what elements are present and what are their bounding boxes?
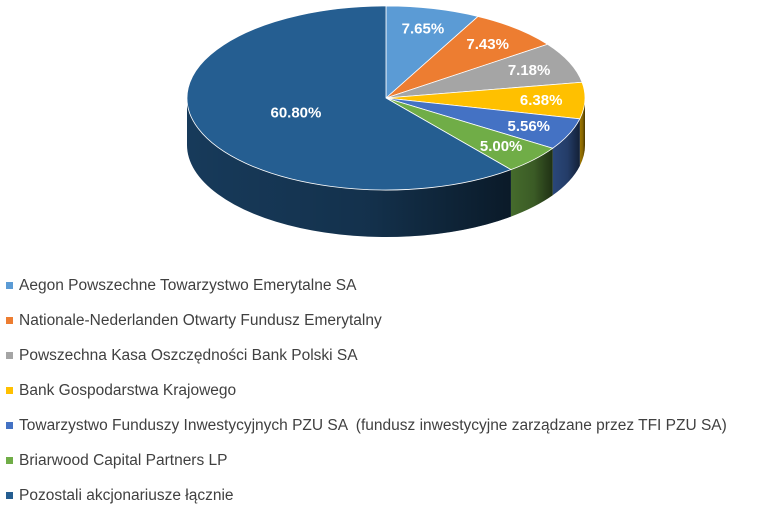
legend-swatch — [6, 457, 13, 464]
legend-swatch — [6, 352, 13, 359]
pie-slice-aegon-powszechne-towarzystwo-emerytalne- — [385, 5, 479, 99]
data-label-bank-gospodarstwa-krajowego: 6.38% — [520, 92, 563, 109]
pie-side-shade — [552, 118, 580, 196]
pie-chart: 7.65% 7.43% 7.18% 6.38% 5.56% 5.00% 60.80% — [186, 5, 586, 237]
data-label-pozostali-akcjonariusze-a-cznie: 60.80% — [270, 105, 321, 122]
pie-slice-pozostali-akcjonariusze-a-cznie — [186, 5, 512, 191]
data-label-powszechna-kasa-oszcze-dnos-ci-bank-pols: 7.18% — [508, 62, 551, 79]
data-label-aegon-powszechne-towarzystwo-emerytalne-: 7.65% — [402, 20, 445, 37]
legend-label: Pozostali akcjonariusze łącznie — [19, 486, 234, 504]
chart-legend: Aegon Powszechne Towarzystwo Emerytalne … — [6, 268, 781, 513]
legend-label: Briarwood Capital Partners LP — [19, 451, 228, 469]
data-label-towarzystwo-funduszy-inwestycyjnych-pzu-: 5.56% — [507, 118, 550, 135]
pie-top-faces — [186, 5, 586, 191]
legend-label: Bank Gospodarstwa Krajowego — [19, 381, 237, 399]
legend-item-powszechna-kasa-oszcze-dnos-ci-bank-pols: Powszechna Kasa Oszczędności Bank Polski… — [6, 338, 781, 373]
pie-side-shade — [510, 148, 553, 217]
legend-item-aegon-powszechne-towarzystwo-emerytalne-: Aegon Powszechne Towarzystwo Emerytalne … — [6, 268, 781, 303]
pie-side-walls — [187, 98, 585, 237]
legend-label: Aegon Powszechne Towarzystwo Emerytalne … — [19, 276, 357, 294]
legend-item-towarzystwo-funduszy-inwestycyjnych-pzu-: Towarzystwo Funduszy Inwestycyjnych PZU … — [6, 408, 781, 443]
legend-label: Towarzystwo Funduszy Inwestycyjnych PZU … — [19, 416, 727, 434]
legend-label: Powszechna Kasa Oszczędności Bank Polski… — [19, 346, 358, 364]
data-label-nationale-nederlanden-otwarty-fundusz-em: 7.43% — [466, 36, 509, 53]
legend-swatch — [6, 492, 13, 499]
data-label-briarwood-capital-partners-lp: 5.00% — [480, 138, 523, 155]
legend-swatch — [6, 387, 13, 394]
pie-side-shade — [579, 98, 585, 166]
legend-swatch — [6, 282, 13, 289]
legend-swatch — [6, 317, 13, 324]
legend-swatch — [6, 422, 13, 429]
legend-item-pozostali-akcjonariusze-a-cznie: Pozostali akcjonariusze łącznie — [6, 478, 781, 513]
legend-item-nationale-nederlanden-otwarty-fundusz-em: Nationale-Nederlanden Otwarty Fundusz Em… — [6, 303, 781, 338]
legend-label: Nationale-Nederlanden Otwarty Fundusz Em… — [19, 311, 382, 329]
pie-side-shade — [187, 98, 511, 237]
legend-item-briarwood-capital-partners-lp: Briarwood Capital Partners LP — [6, 443, 781, 478]
pie-data-labels: 7.65% 7.43% 7.18% 6.38% 5.56% 5.00% 60.80% — [270, 20, 562, 155]
legend-item-bank-gospodarstwa-krajowego: Bank Gospodarstwa Krajowego — [6, 373, 781, 408]
